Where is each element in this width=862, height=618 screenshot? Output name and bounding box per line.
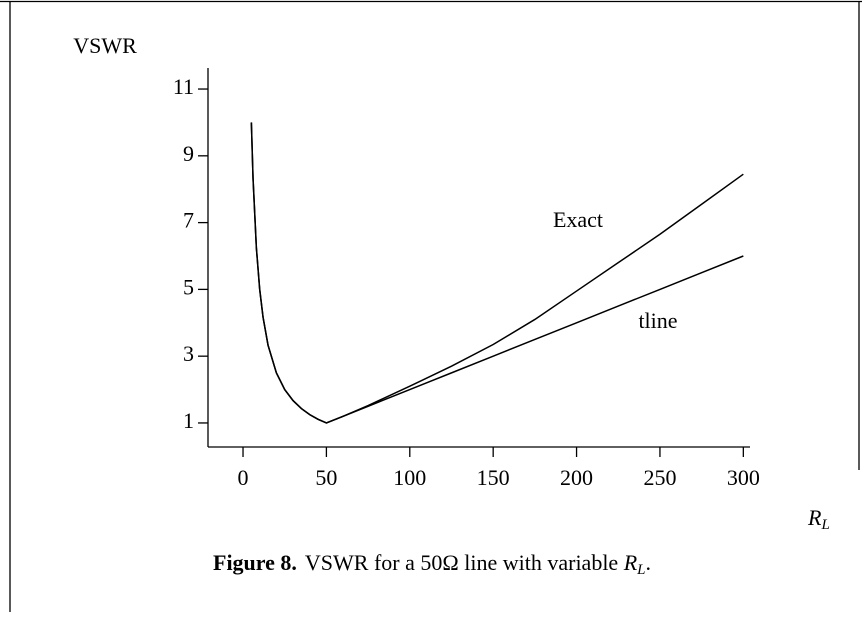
x-axis-label: RL: [807, 505, 830, 533]
y-tick-label: 7: [183, 208, 194, 233]
y-tick-label: 11: [173, 74, 194, 99]
y-tick-label: 1: [183, 408, 194, 433]
x-tick-label: 100: [393, 465, 426, 490]
x-tick-label: 250: [643, 465, 676, 490]
series-label: tline: [638, 308, 677, 333]
caption: Figure 8. VSWR for a 50Ω line with variab…: [213, 550, 651, 578]
x-tick-label: 50: [315, 465, 337, 490]
series-label: Exact: [553, 207, 603, 232]
line: [250, 122, 744, 424]
caption-text: VSWR for a 50Ω line with variable: [305, 550, 624, 575]
y-tick-label: 5: [183, 274, 194, 299]
x-tick-label: 200: [560, 465, 593, 490]
x-tick-label: 150: [477, 465, 510, 490]
y-tick-label: 9: [183, 141, 194, 166]
caption-label: Figure 8.: [213, 550, 297, 575]
caption-end: .: [646, 550, 652, 575]
line: [250, 122, 744, 424]
caption-symbol: R: [623, 550, 638, 575]
x-tick-label: 300: [727, 465, 760, 490]
x-tick-label: 0: [238, 465, 249, 490]
x-label-symbol: R: [807, 505, 822, 530]
caption-subscript: L: [636, 562, 645, 578]
y-tick-label: 3: [183, 341, 194, 366]
x-label-subscript: L: [820, 517, 829, 533]
y-axis-label: VSWR: [73, 33, 137, 58]
